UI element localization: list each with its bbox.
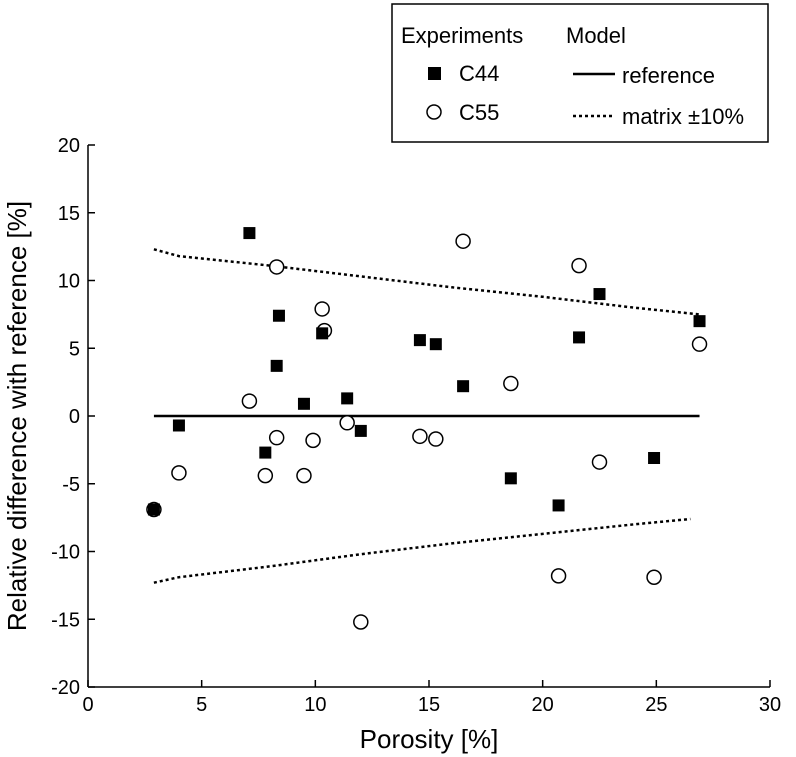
c44-point (552, 499, 565, 512)
legend-model-heading: Model (566, 23, 626, 48)
legend-label-c55: C55 (459, 100, 499, 125)
x-tick-label: 15 (418, 694, 440, 716)
c55-point (268, 259, 285, 275)
y-tick-label: -10 (51, 542, 80, 564)
c55-point (296, 467, 312, 484)
y-tick-label: 15 (58, 203, 80, 225)
c55-point (257, 467, 274, 484)
c44-point (354, 424, 367, 437)
c44-point (172, 419, 185, 432)
c55-point (691, 336, 708, 352)
c44-point (270, 359, 283, 372)
c55-point (550, 568, 567, 584)
c44-point (413, 334, 426, 347)
x-tick-label: 30 (759, 694, 781, 716)
c44-point (272, 309, 285, 322)
legend-label-reference: reference (622, 63, 715, 88)
legend-square-marker (428, 67, 441, 80)
y-tick-label: 10 (58, 271, 80, 293)
c55-point (591, 454, 608, 470)
c44-point (243, 227, 256, 240)
legend-label-matrix: matrix ±10% (622, 104, 744, 129)
c44-point (429, 338, 442, 351)
c44-point (648, 452, 661, 465)
x-tick-label: 20 (532, 694, 554, 716)
c55-point (571, 257, 587, 274)
y-tick-label: -20 (51, 677, 80, 699)
y-axis-title: Relative difference with reference [%] (2, 201, 32, 631)
matrix-upper-bound-line (153, 248, 700, 316)
x-tick-label: 5 (196, 694, 207, 716)
c44-point (316, 327, 329, 340)
c55-point (646, 569, 662, 585)
c55-point (339, 415, 355, 431)
legend-label-c44: C44 (459, 61, 499, 86)
c55-point (305, 432, 321, 449)
legend-circle-marker (426, 104, 442, 120)
c44-point (341, 392, 354, 405)
c55-point (353, 614, 369, 630)
plot-marks (146, 227, 708, 630)
c44-point (593, 288, 606, 301)
c44-point (693, 315, 706, 328)
x-tick-label: 0 (82, 694, 93, 716)
c55-point (428, 431, 444, 447)
c55-point (412, 428, 428, 445)
c55-point (314, 301, 330, 317)
c55-point (268, 429, 285, 446)
y-tick-label: -5 (62, 474, 80, 496)
matrix-lower-bound-line (153, 517, 691, 584)
legend: Experiments Model C44 C55 reference matr… (391, 3, 769, 143)
c44-point (259, 446, 272, 459)
c44-point (504, 472, 517, 485)
c55-point (503, 375, 519, 392)
y-tick-label: 0 (69, 406, 80, 428)
c44-point (573, 331, 586, 344)
x-axis-title: Porosity [%] (360, 724, 499, 754)
y-tick-label: 20 (58, 135, 80, 157)
c44-point (297, 397, 310, 410)
x-tick-label: 10 (304, 694, 326, 716)
y-tick-label: -15 (51, 609, 80, 631)
y-tick-label: 5 (69, 338, 80, 360)
axes: 0 5 10 15 20 25 30 -20 -15 -10 -5 0 5 10 15 20 (51, 135, 781, 716)
c44-point (457, 380, 470, 393)
c55-point (171, 465, 187, 481)
x-tick-label: 25 (645, 694, 667, 716)
c55-point (455, 233, 471, 249)
c44-point (147, 503, 160, 516)
legend-experiments-heading: Experiments (401, 23, 523, 48)
c55-point (241, 393, 258, 409)
